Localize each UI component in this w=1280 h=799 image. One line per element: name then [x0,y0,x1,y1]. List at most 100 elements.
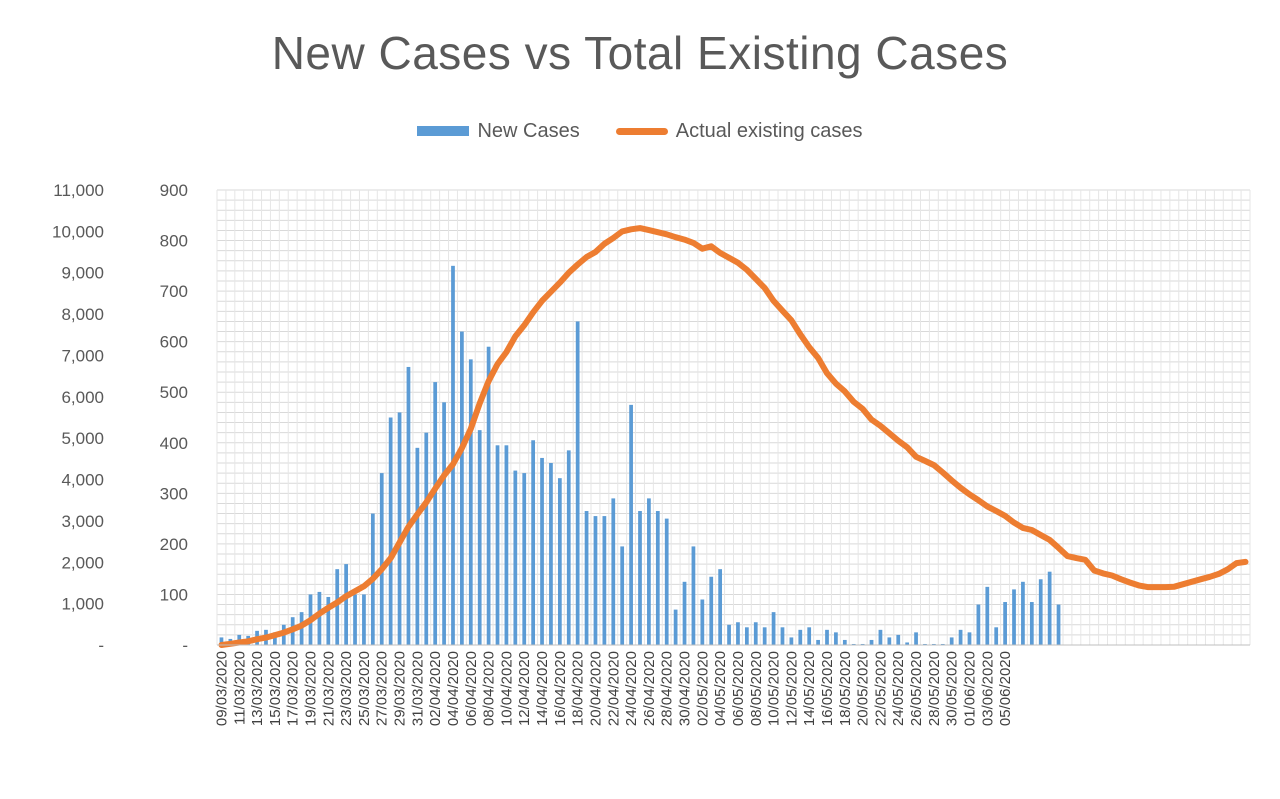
y-tick-label-secondary: 500 [160,383,188,402]
x-tick-label: 04/04/2020 [445,651,462,726]
bar-new-cases [647,498,651,645]
bar-new-cases [1003,602,1007,645]
x-tick-label: 22/04/2020 [605,651,622,726]
bar-new-cases [789,637,794,645]
bar-new-cases [869,639,874,645]
x-tick-label: 28/05/2020 [926,651,943,726]
bar-new-cases [460,331,464,645]
x-tick-label: 03/06/2020 [979,651,996,726]
x-tick-label: 31/03/2020 [409,651,426,726]
x-tick-label: 20/05/2020 [855,651,872,726]
x-tick-label: 09/03/2020 [214,651,231,726]
legend-label-new-cases: New Cases [477,119,580,142]
bar-new-cases [540,457,544,645]
bar-new-cases [344,564,348,645]
bar-new-cases [477,430,482,645]
bar-new-cases [424,432,429,645]
bar-new-cases [949,637,954,645]
bar-new-cases [353,594,357,645]
y-tick-label-primary: 3,000 [61,512,104,531]
bar-new-cases [718,569,723,645]
x-tick-label: 24/05/2020 [890,651,907,726]
bar-new-cases [816,639,820,645]
y-tick-label-primary: 1,000 [61,595,104,614]
x-tick-label: 22/05/2020 [872,651,889,726]
bar-new-cases [317,591,322,645]
bar-new-cases [379,473,384,645]
bar-new-cases [878,629,883,645]
x-tick-label: 16/05/2020 [819,651,836,726]
x-tick-label: 06/05/2020 [730,651,747,726]
x-tick-label: 26/04/2020 [641,651,658,726]
x-tick-label: 18/05/2020 [837,651,854,726]
bar-new-cases [958,629,963,645]
bar-new-cases [593,516,598,645]
bar-new-cases [611,498,616,645]
bar-new-cases [219,637,224,645]
bar-new-cases [451,265,455,645]
x-tick-label: 12/04/2020 [516,651,533,726]
x-tick-label: 10/05/2020 [766,651,783,726]
x-tick-label: 08/05/2020 [748,651,765,726]
x-tick-label: 04/05/2020 [712,651,729,726]
bar-new-cases [807,627,812,645]
x-tick-label: 12/05/2020 [783,651,800,726]
bar-new-cases [575,321,580,645]
bar-new-cases [620,546,625,645]
x-tick-label: 26/05/2020 [908,651,925,726]
bar-new-cases [513,470,518,645]
x-tick-label: 25/03/2020 [356,651,373,726]
y-tick-label-secondary: 600 [160,333,188,352]
bar-new-cases [985,586,990,645]
x-tick-label: 02/04/2020 [427,651,444,726]
bar-new-cases [931,643,936,645]
x-tick-label: 02/05/2020 [694,651,711,726]
bar-new-cases [638,511,642,645]
bar-new-cases [655,511,660,645]
bar-new-cases [736,622,740,645]
bar-new-cases [691,546,696,645]
bar-new-cases [994,627,999,645]
bar-new-cases [397,412,402,645]
bar-new-cases [1012,589,1016,645]
bar-new-cases [442,402,446,645]
x-tick-label: 30/04/2020 [677,651,694,726]
y-tick-label-primary: 4,000 [61,471,104,490]
y-tick-label-secondary: 100 [160,585,188,604]
legend-swatch-existing-cases [615,127,668,135]
y-tick-label-secondary: 800 [160,232,188,251]
bar-new-cases [1047,571,1052,645]
bar-new-cases [744,627,749,645]
x-tick-label: 05/06/2020 [997,651,1014,726]
y-tick-label-secondary: 200 [160,535,188,554]
legend-item-existing-cases: Actual existing cases [615,120,863,143]
bar-new-cases [780,627,785,645]
bar-new-cases [940,643,945,645]
x-tick-label: 28/04/2020 [659,651,676,726]
legend-swatch-new-cases [417,126,470,136]
x-tick-label: 10/04/2020 [498,651,515,726]
bar-new-cases [549,463,553,645]
y-tick-label-secondary: 900 [160,181,188,200]
bar-new-cases [762,627,767,645]
bar-new-cases [967,632,972,645]
bar-new-cases [905,642,910,645]
bar-new-cases [834,632,838,645]
bar-new-cases [629,404,633,645]
legend: New Cases Actual existing cases [0,118,1280,144]
bar-new-cases [682,581,687,645]
bar-new-cases [1056,604,1061,645]
y-tick-label-primary: 11,000 [53,181,104,200]
y-tick-label-primary: 10,000 [52,222,104,241]
bar-new-cases [433,382,438,645]
bar-new-cases [602,516,607,645]
x-tick-label: 24/04/2020 [623,651,640,726]
bar-new-cases [566,450,571,645]
y-tick-label-primary: 8,000 [61,305,104,324]
bar-new-cases [825,629,829,645]
bar-new-cases [798,629,803,645]
y-tick-label-primary: 6,000 [61,388,104,407]
bar-new-cases [557,478,562,645]
bar-new-cases [273,632,277,645]
bar-new-cases [388,417,393,645]
